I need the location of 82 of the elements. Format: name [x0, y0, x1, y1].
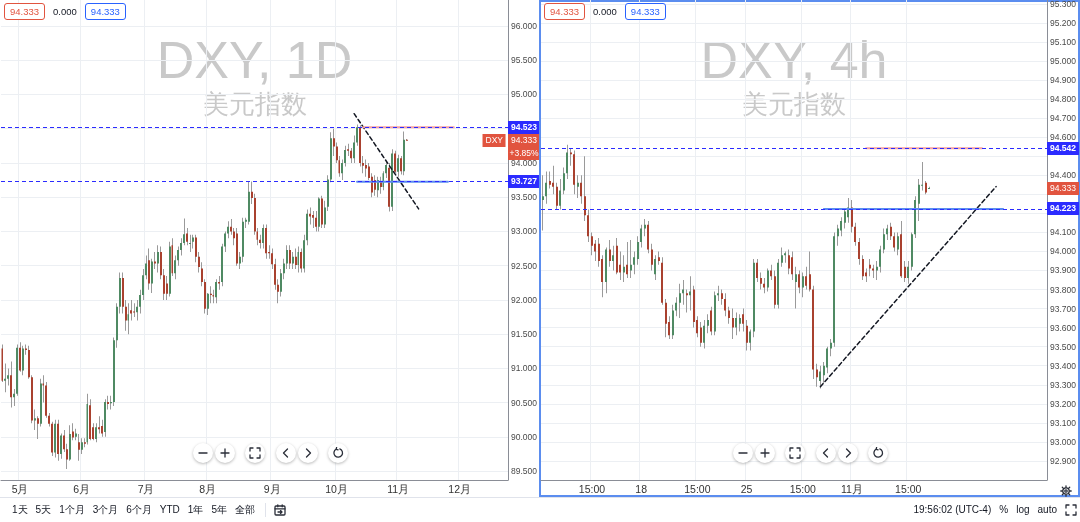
- y-tick-label: 93.500: [511, 192, 538, 203]
- y-tick-label: 95.100: [1050, 36, 1077, 47]
- y-tick-label: 92.000: [511, 294, 538, 305]
- y-tick-label: 93.400: [1050, 360, 1077, 371]
- annotation: 94.333: [624, 3, 666, 20]
- y-tick-label: 93.000: [511, 226, 538, 237]
- text: 1年: [187, 503, 204, 517]
- y-tick-label: 95.000: [1050, 55, 1077, 66]
- y-tick-label: 90.000: [511, 431, 538, 442]
- x-tick-label: 6月: [73, 482, 91, 495]
- text: YTD: [159, 503, 180, 517]
- ref-line-label: 94.223: [1047, 202, 1079, 216]
- y-tick-label: 94.000: [1050, 246, 1077, 257]
- annotation: 94.333: [4, 3, 46, 20]
- x-tick-label: 7月: [137, 482, 155, 495]
- y-tick-label: 93.600: [1050, 322, 1077, 333]
- text: 1个月: [59, 503, 85, 517]
- y-tick-label: 95.300: [1050, 0, 1077, 9]
- y-tick-label: 93.200: [1050, 398, 1077, 409]
- ref-line-label: 94.542: [1047, 141, 1079, 155]
- y-tick-label: 94.400: [1050, 170, 1077, 181]
- text: 1天: [12, 503, 28, 517]
- candlestick: [34, 409, 36, 431]
- ref-line-label: 94.523: [508, 120, 540, 134]
- text: 19:56:02 (UTC-4): [913, 503, 992, 517]
- text: %: [999, 503, 1009, 517]
- candlestick: [542, 175, 544, 231]
- candlestick: [133, 303, 135, 318]
- y-tick-label: 90.500: [511, 397, 538, 408]
- x-tick-label: 18: [635, 482, 648, 495]
- x-tick-label: 5月: [11, 482, 29, 495]
- candlestick: [784, 251, 786, 263]
- y-tick-label: 94.600: [1050, 132, 1077, 143]
- x-tick-label: 8月: [199, 482, 217, 495]
- y-tick-label: 92.500: [511, 260, 538, 271]
- y-tick-label: 94.800: [1050, 94, 1077, 105]
- annotation: DXY: [482, 133, 506, 147]
- text: log: [1016, 503, 1030, 517]
- y-tick-label: 93.300: [1050, 379, 1077, 390]
- y-tick-label: 93.700: [1050, 303, 1077, 314]
- text: +3.85%: [508, 146, 540, 160]
- x-tick-label: 15:00: [578, 482, 606, 495]
- y-tick-label: 93.900: [1050, 265, 1077, 276]
- x-tick-label: 11月: [387, 482, 410, 495]
- x-tick-label: 9月: [263, 482, 281, 495]
- text: auto: [1037, 503, 1057, 517]
- y-tick-label: 94.000: [511, 157, 538, 168]
- text: 94.333: [1047, 181, 1079, 195]
- x-tick-label: 11月: [841, 482, 863, 495]
- ref-line-label: 93.727: [508, 175, 540, 189]
- text: 6个月: [126, 503, 152, 517]
- text: 94.333: [510, 133, 538, 147]
- x-tick-label: 15:00: [789, 482, 817, 495]
- y-tick-label: 94.700: [1050, 113, 1077, 124]
- y-tick-label: 89.500: [511, 466, 538, 477]
- y-tick-label: 94.100: [1050, 227, 1077, 238]
- annotation: 0.000: [593, 6, 617, 17]
- y-tick-label: 93.500: [1050, 341, 1077, 352]
- x-tick-label: 15:00: [684, 482, 711, 495]
- y-tick-label: 92.900: [1050, 455, 1077, 466]
- y-tick-label: 91.500: [511, 329, 538, 340]
- y-tick-label: 91.000: [511, 363, 538, 374]
- y-tick-label: 95.500: [511, 55, 538, 66]
- y-tick-label: 93.100: [1050, 417, 1077, 428]
- y-tick-label: 96.000: [511, 21, 538, 32]
- x-tick-label: 12月: [448, 482, 471, 495]
- candlestick: [4, 363, 6, 393]
- text: 全部: [234, 503, 255, 517]
- y-tick-label: 94.900: [1050, 75, 1077, 85]
- y-tick-label: 93.800: [1050, 284, 1077, 295]
- x-tick-label: 10月: [325, 482, 348, 495]
- x-tick-label: 25: [740, 482, 753, 495]
- annotation: 0.000: [53, 6, 77, 17]
- annotation: 94.333: [544, 3, 586, 20]
- text: 5天: [35, 503, 52, 517]
- text: 5年: [211, 503, 227, 517]
- x-tick-label: 15:00: [895, 482, 922, 495]
- y-tick-label: 95.200: [1050, 17, 1077, 28]
- annotation: 94.333: [84, 3, 126, 20]
- y-tick-label: 95.000: [511, 89, 538, 100]
- text: 3个月: [92, 503, 119, 517]
- y-tick-label: 93.000: [1050, 436, 1077, 447]
